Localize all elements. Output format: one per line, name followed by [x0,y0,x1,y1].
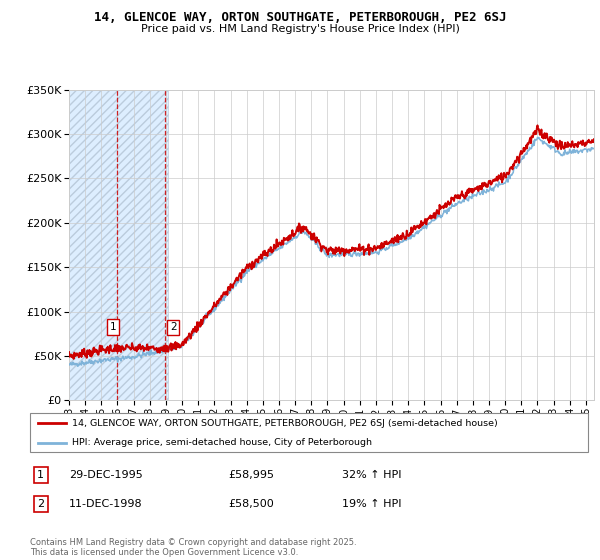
Text: 29-DEC-1995: 29-DEC-1995 [69,470,143,480]
Text: 11-DEC-1998: 11-DEC-1998 [69,499,143,509]
Text: 19% ↑ HPI: 19% ↑ HPI [342,499,401,509]
Text: £58,995: £58,995 [228,470,274,480]
Text: 14, GLENCOE WAY, ORTON SOUTHGATE, PETERBOROUGH, PE2 6SJ: 14, GLENCOE WAY, ORTON SOUTHGATE, PETERB… [94,11,506,24]
Text: £58,500: £58,500 [228,499,274,509]
Text: Price paid vs. HM Land Registry's House Price Index (HPI): Price paid vs. HM Land Registry's House … [140,24,460,34]
Text: 32% ↑ HPI: 32% ↑ HPI [342,470,401,480]
Text: Contains HM Land Registry data © Crown copyright and database right 2025.
This d: Contains HM Land Registry data © Crown c… [30,538,356,557]
Text: 1: 1 [37,470,44,480]
Text: 1: 1 [110,322,116,332]
FancyBboxPatch shape [30,413,588,452]
Bar [69,90,167,400]
Text: 14, GLENCOE WAY, ORTON SOUTHGATE, PETERBOROUGH, PE2 6SJ (semi-detached house): 14, GLENCOE WAY, ORTON SOUTHGATE, PETERB… [72,418,497,428]
Text: HPI: Average price, semi-detached house, City of Peterborough: HPI: Average price, semi-detached house,… [72,438,372,447]
Text: 2: 2 [170,323,176,333]
Text: 2: 2 [37,499,44,509]
